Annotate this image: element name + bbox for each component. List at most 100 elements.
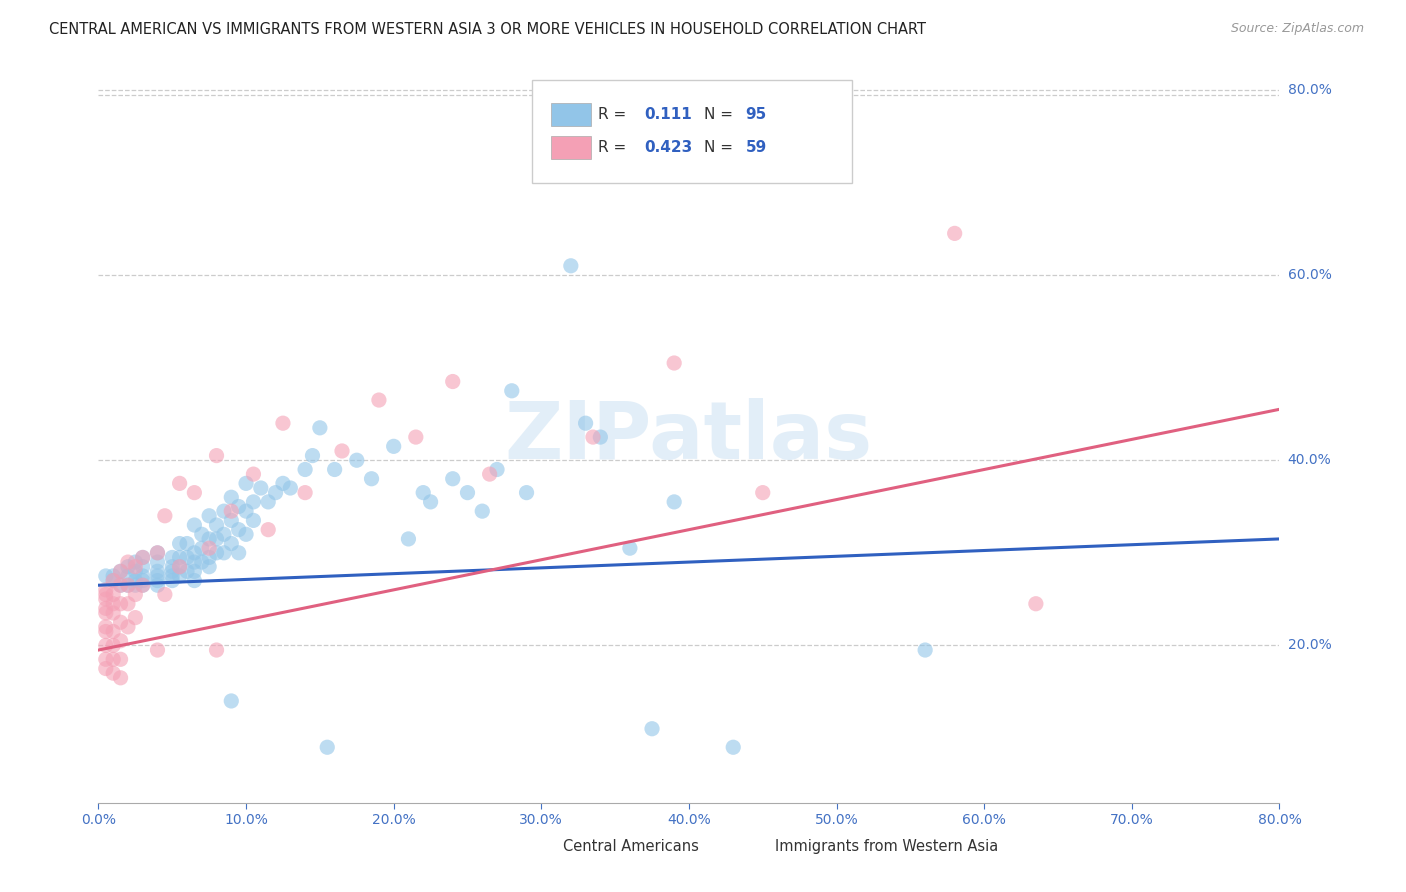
Point xyxy=(205,643,228,657)
Point xyxy=(94,639,117,653)
Point xyxy=(412,485,434,500)
Point xyxy=(212,527,235,541)
Point xyxy=(176,550,198,565)
FancyBboxPatch shape xyxy=(531,80,852,183)
Text: Immigrants from Western Asia: Immigrants from Western Asia xyxy=(775,839,998,855)
Point xyxy=(198,508,221,523)
Point xyxy=(103,666,125,681)
Point xyxy=(103,652,125,666)
Point xyxy=(146,546,169,560)
Point xyxy=(294,485,316,500)
Point xyxy=(441,472,464,486)
Point xyxy=(191,527,214,541)
Point xyxy=(398,532,420,546)
Text: 59: 59 xyxy=(745,140,766,155)
Point xyxy=(242,495,264,509)
Point xyxy=(103,624,125,639)
Point xyxy=(221,536,243,550)
Point xyxy=(183,485,205,500)
Point xyxy=(146,574,169,588)
Point xyxy=(124,559,146,574)
Point xyxy=(1025,597,1047,611)
Point xyxy=(582,430,605,444)
Point xyxy=(191,555,214,569)
Point xyxy=(323,462,346,476)
Point xyxy=(103,569,125,583)
Point xyxy=(198,532,221,546)
Point xyxy=(94,592,117,607)
Point xyxy=(575,416,598,430)
Point xyxy=(103,574,125,588)
Point xyxy=(619,541,641,556)
Point xyxy=(309,421,332,435)
Point xyxy=(360,472,382,486)
Point xyxy=(264,485,287,500)
Point xyxy=(405,430,427,444)
Point xyxy=(124,587,146,601)
Point xyxy=(124,574,146,588)
Point xyxy=(301,449,323,463)
Point xyxy=(103,597,125,611)
Point xyxy=(221,694,243,708)
Point xyxy=(294,462,316,476)
Point xyxy=(316,740,339,755)
Point xyxy=(212,504,235,518)
Point xyxy=(162,550,183,565)
Point xyxy=(146,565,169,579)
Point xyxy=(501,384,523,398)
Point xyxy=(664,356,686,370)
Point xyxy=(110,565,132,579)
Point xyxy=(110,652,132,666)
Point xyxy=(205,449,228,463)
Point xyxy=(153,508,176,523)
Text: N =: N = xyxy=(704,140,738,155)
Text: 0.423: 0.423 xyxy=(644,140,692,155)
Text: 80.0%: 80.0% xyxy=(1288,83,1331,97)
Point xyxy=(205,546,228,560)
FancyBboxPatch shape xyxy=(740,838,770,857)
Point xyxy=(94,620,117,634)
Point xyxy=(169,536,191,550)
Point xyxy=(516,485,538,500)
Point xyxy=(752,485,775,500)
Point xyxy=(117,620,139,634)
Text: 0.111: 0.111 xyxy=(644,107,692,122)
Point xyxy=(169,559,191,574)
Point xyxy=(146,569,169,583)
Point xyxy=(117,559,139,574)
Point xyxy=(419,495,441,509)
Point xyxy=(641,722,664,736)
Point xyxy=(110,633,132,648)
Point xyxy=(94,661,117,675)
Point xyxy=(235,476,257,491)
Point xyxy=(228,500,250,514)
FancyBboxPatch shape xyxy=(551,103,591,127)
Point xyxy=(146,555,169,569)
Point xyxy=(271,416,294,430)
Point xyxy=(117,569,139,583)
Text: 95: 95 xyxy=(745,107,766,122)
Point xyxy=(183,518,205,533)
Point xyxy=(257,523,280,537)
Point xyxy=(94,587,117,601)
Point xyxy=(110,671,132,685)
Text: 60.0%: 60.0% xyxy=(1288,268,1331,282)
Point xyxy=(228,546,250,560)
Point xyxy=(169,476,191,491)
Point xyxy=(176,565,198,579)
Point xyxy=(198,550,221,565)
Point xyxy=(382,439,405,453)
Point xyxy=(368,392,391,407)
Point xyxy=(132,574,155,588)
Point xyxy=(94,606,117,620)
Point xyxy=(457,485,479,500)
Point xyxy=(94,652,117,666)
Point xyxy=(132,569,155,583)
Point xyxy=(221,513,243,527)
Point xyxy=(346,453,368,467)
Point xyxy=(183,546,205,560)
Point xyxy=(280,481,302,495)
Point xyxy=(124,555,146,569)
Point xyxy=(103,587,125,601)
Point xyxy=(183,574,205,588)
